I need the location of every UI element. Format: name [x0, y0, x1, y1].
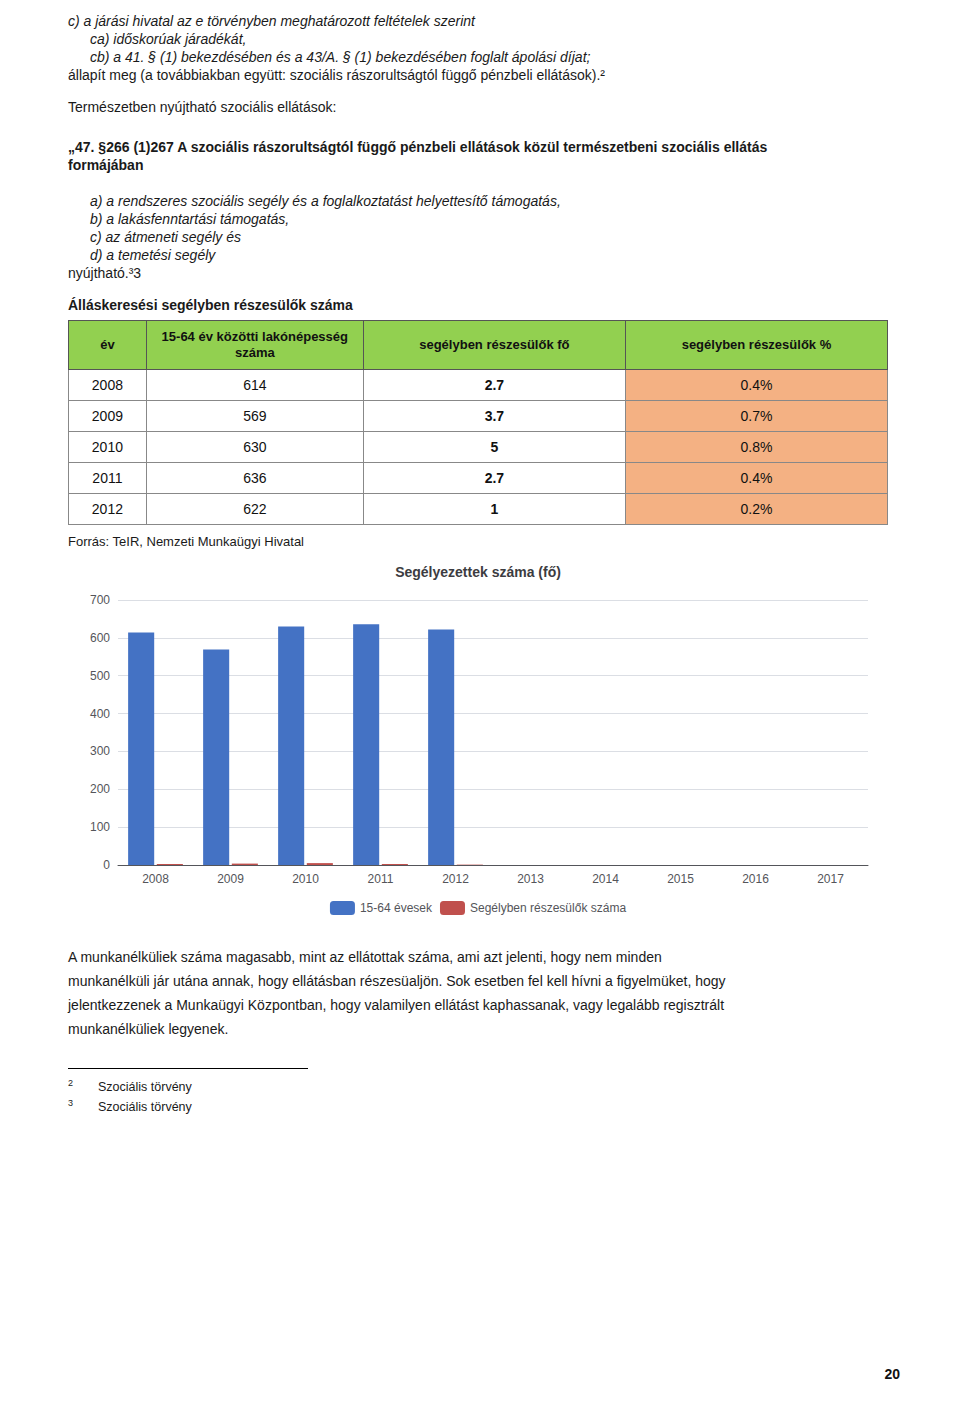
html-text:munkanélküli jár utána annak,: munkanélküli jár utána annak, hogy ellát… [68, 973, 726, 989]
svg-text:15-64 évesek: 15-64 évesek [360, 901, 433, 915]
svg-text:2011: 2011 [368, 872, 394, 886]
svg-text:300: 300 [90, 744, 110, 758]
svg-text:200: 200 [90, 782, 110, 796]
svg-text:2014: 2014 [592, 872, 619, 886]
html-text:d) a temetési segély: d) a temetési segély [90, 247, 216, 263]
html-text:Szociális törvény: Szociális törvény [98, 1100, 192, 1114]
svg-text:600: 600 [90, 631, 110, 645]
html-text:cb) a 41. § (1) bekezdésében é: cb) a 41. § (1) bekezdésében és a 43/A. … [90, 49, 591, 65]
html-text:2.7: 2.7 [484, 377, 505, 393]
html-text:569: 569 [243, 408, 267, 424]
html-text:5: 5 [490, 439, 499, 455]
html-text:formájában: formájában [68, 157, 144, 173]
html-text:ca) időskorúak járadékát,: ca) időskorúak járadékát, [90, 31, 247, 47]
html-text:636: 636 [243, 470, 267, 486]
html-text:2: 2 [68, 1078, 73, 1088]
html-text:Álláskeresési segélyben részes: Álláskeresési segélyben részesülők száma [68, 297, 353, 313]
svg-text:Segélyezettek száma (fő): Segélyezettek száma (fő) [395, 564, 561, 580]
html-text:állapít meg (a továbbiakban eg: állapít meg (a továbbiakban együtt: szoc… [68, 67, 605, 83]
html-text:Természetben nyújtható szociál: Természetben nyújtható szociális ellátás… [68, 99, 337, 115]
html-text:Szociális törvény: Szociális törvény [98, 1080, 192, 1094]
html-text:2008: 2008 [91, 377, 123, 393]
html-text:a) a rendszeres szociális segé: a) a rendszeres szociális segély és a fo… [90, 193, 561, 209]
html-text:segélyben részesülők %: segélyben részesülők % [681, 337, 832, 352]
html-text:622: 622 [243, 501, 267, 517]
html-text:munkanélküliek legyenek.: munkanélküliek legyenek. [68, 1021, 229, 1037]
html-text:2011: 2011 [92, 470, 123, 486]
html-text:nyújtható.³3: nyújtható.³3 [68, 265, 142, 281]
html-text:3: 3 [68, 1098, 73, 1108]
html-text:0.4%: 0.4% [740, 470, 773, 486]
svg-text:2010: 2010 [292, 872, 319, 886]
html-text:jelentkezzenek a Munkaügyi Köz: jelentkezzenek a Munkaügyi Központban, h… [68, 997, 725, 1013]
html-text:év: év [100, 337, 115, 352]
svg-text:2013: 2013 [517, 872, 544, 886]
svg-text:0: 0 [103, 858, 110, 872]
html-text:2010: 2010 [91, 439, 123, 455]
html-text:15-64 év közötti lakónépesség: 15-64 év közötti lakónépesség száma [161, 329, 348, 360]
html-text:segélyben részesülők fő: segélyben részesülők fő [419, 337, 570, 352]
html-text:0.8%: 0.8% [740, 439, 773, 455]
svg-text:500: 500 [90, 669, 110, 683]
svg-text:100: 100 [90, 820, 110, 834]
html-text:c) a járási hivatal az e törvé: c) a járási hivatal az e törvényben megh… [68, 13, 475, 29]
svg-text:2009: 2009 [217, 872, 244, 886]
svg-text:400: 400 [90, 707, 110, 721]
html-text:2.7: 2.7 [484, 470, 505, 486]
html-text:3.7: 3.7 [484, 408, 505, 424]
html-text:630: 630 [243, 439, 267, 455]
svg-text:2017: 2017 [817, 872, 844, 886]
html-text:A munkanélküliek száma magasab: A munkanélküliek száma magasabb, mint az… [68, 949, 662, 965]
html-text:2009: 2009 [91, 408, 123, 424]
svg-text:2012: 2012 [442, 872, 469, 886]
svg-text:2016: 2016 [742, 872, 769, 886]
html-text:0.7%: 0.7% [740, 408, 773, 424]
svg-text:Segélyben részesülők száma: Segélyben részesülők száma [470, 901, 626, 915]
svg-text:2008: 2008 [142, 872, 169, 886]
html-text:20: 20 [884, 1366, 900, 1382]
html-text:Forrás: TeIR, Nemzeti Munkaügy: Forrás: TeIR, Nemzeti Munkaügyi Hivatal [68, 534, 304, 549]
html-text:0.2%: 0.2% [740, 501, 773, 517]
html-text:c) az átmeneti segély és: c) az átmeneti segély és [90, 229, 241, 245]
html-text:„47. §266 (1)267 A szociális r: „47. §266 (1)267 A szociális rászorultsá… [68, 139, 768, 155]
html-text:1: 1 [490, 501, 499, 517]
html-text:2012: 2012 [91, 501, 123, 517]
html-text:614: 614 [243, 377, 267, 393]
svg-text:700: 700 [90, 593, 110, 607]
html-text:0.4%: 0.4% [740, 377, 773, 393]
html-text:b) a lakásfenntartási támogatá: b) a lakásfenntartási támogatás, [90, 211, 290, 227]
svg-text:2015: 2015 [667, 872, 694, 886]
